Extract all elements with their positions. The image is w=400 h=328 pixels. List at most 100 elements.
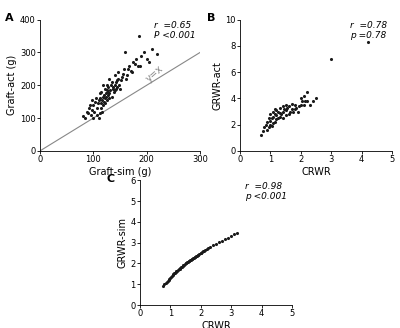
Point xyxy=(184,259,191,264)
Text: y=x: y=x xyxy=(144,63,165,84)
Point xyxy=(103,94,109,99)
Point xyxy=(231,232,238,237)
Point xyxy=(169,273,175,278)
Point xyxy=(117,78,124,83)
Point xyxy=(165,278,171,284)
Point xyxy=(275,115,281,121)
Point xyxy=(90,115,96,121)
Point xyxy=(128,68,134,73)
Point xyxy=(173,269,180,274)
Point xyxy=(307,102,313,108)
Point xyxy=(167,276,174,281)
Point xyxy=(141,50,147,55)
Point xyxy=(122,50,128,55)
Point xyxy=(178,265,184,270)
Point xyxy=(275,109,281,114)
Point xyxy=(184,260,190,265)
Point xyxy=(130,60,136,65)
Point xyxy=(286,104,292,109)
Point xyxy=(88,107,95,113)
Point xyxy=(149,47,155,52)
Point xyxy=(86,102,93,108)
Point xyxy=(194,253,200,258)
Point xyxy=(270,121,277,126)
Point xyxy=(304,98,310,104)
Point xyxy=(80,114,86,119)
Point xyxy=(210,243,216,248)
Point xyxy=(182,261,189,266)
Y-axis label: GRWR-sim: GRWR-sim xyxy=(118,217,128,268)
Point xyxy=(188,257,194,262)
Text: r  =0.65
P <0.001: r =0.65 P <0.001 xyxy=(154,21,195,40)
Point xyxy=(192,255,198,260)
Point xyxy=(105,84,112,90)
Text: r  =0.98
p <0.001: r =0.98 p <0.001 xyxy=(246,182,288,201)
Point xyxy=(276,114,283,119)
Point xyxy=(298,96,304,101)
Point xyxy=(188,257,195,262)
Point xyxy=(94,106,100,111)
Point xyxy=(96,115,102,121)
Point xyxy=(91,109,98,114)
Point xyxy=(279,109,286,114)
Point xyxy=(112,73,118,78)
Point xyxy=(117,86,123,91)
Point xyxy=(187,258,193,263)
Point xyxy=(106,76,112,81)
Point xyxy=(99,109,105,114)
Point xyxy=(172,270,179,275)
Point xyxy=(182,261,188,267)
Point xyxy=(310,98,316,104)
Point xyxy=(112,83,118,88)
Point xyxy=(261,125,268,130)
Point xyxy=(98,106,104,111)
Point xyxy=(176,266,183,271)
Point xyxy=(100,94,106,99)
Point xyxy=(124,73,130,78)
Point xyxy=(272,112,278,117)
Point xyxy=(222,236,228,242)
Point xyxy=(264,119,270,125)
Point xyxy=(100,83,106,88)
Point xyxy=(104,88,110,93)
Point xyxy=(101,92,107,98)
Text: r  =0.78
p =0.78: r =0.78 p =0.78 xyxy=(350,21,388,40)
Point xyxy=(279,104,286,109)
Point xyxy=(216,240,222,245)
Point xyxy=(116,83,122,88)
Point xyxy=(133,56,139,62)
Point xyxy=(168,274,174,279)
Point xyxy=(272,106,278,112)
Point xyxy=(189,256,196,261)
Point xyxy=(272,119,278,125)
Point xyxy=(84,109,90,114)
Point xyxy=(190,256,196,261)
Point xyxy=(278,112,284,117)
Point xyxy=(288,101,295,106)
Point xyxy=(213,241,219,246)
Point xyxy=(267,112,274,117)
Point xyxy=(138,53,144,58)
Point xyxy=(301,93,307,98)
Point xyxy=(96,111,103,116)
Point xyxy=(112,79,119,85)
Point xyxy=(92,99,98,104)
Point xyxy=(180,262,186,268)
Y-axis label: Graft-act (g): Graft-act (g) xyxy=(7,55,17,115)
Point xyxy=(166,277,172,283)
Point xyxy=(106,91,112,96)
Point xyxy=(264,127,270,133)
Point xyxy=(112,88,118,93)
Point xyxy=(207,244,213,250)
Point xyxy=(101,96,108,101)
Point xyxy=(120,71,126,76)
Point xyxy=(161,282,168,287)
Point xyxy=(177,265,183,271)
Text: B: B xyxy=(206,13,215,23)
Text: C: C xyxy=(106,174,115,184)
Point xyxy=(164,279,170,285)
Point xyxy=(109,94,115,99)
Point xyxy=(110,84,116,90)
Point xyxy=(175,268,181,273)
Point xyxy=(288,106,295,112)
